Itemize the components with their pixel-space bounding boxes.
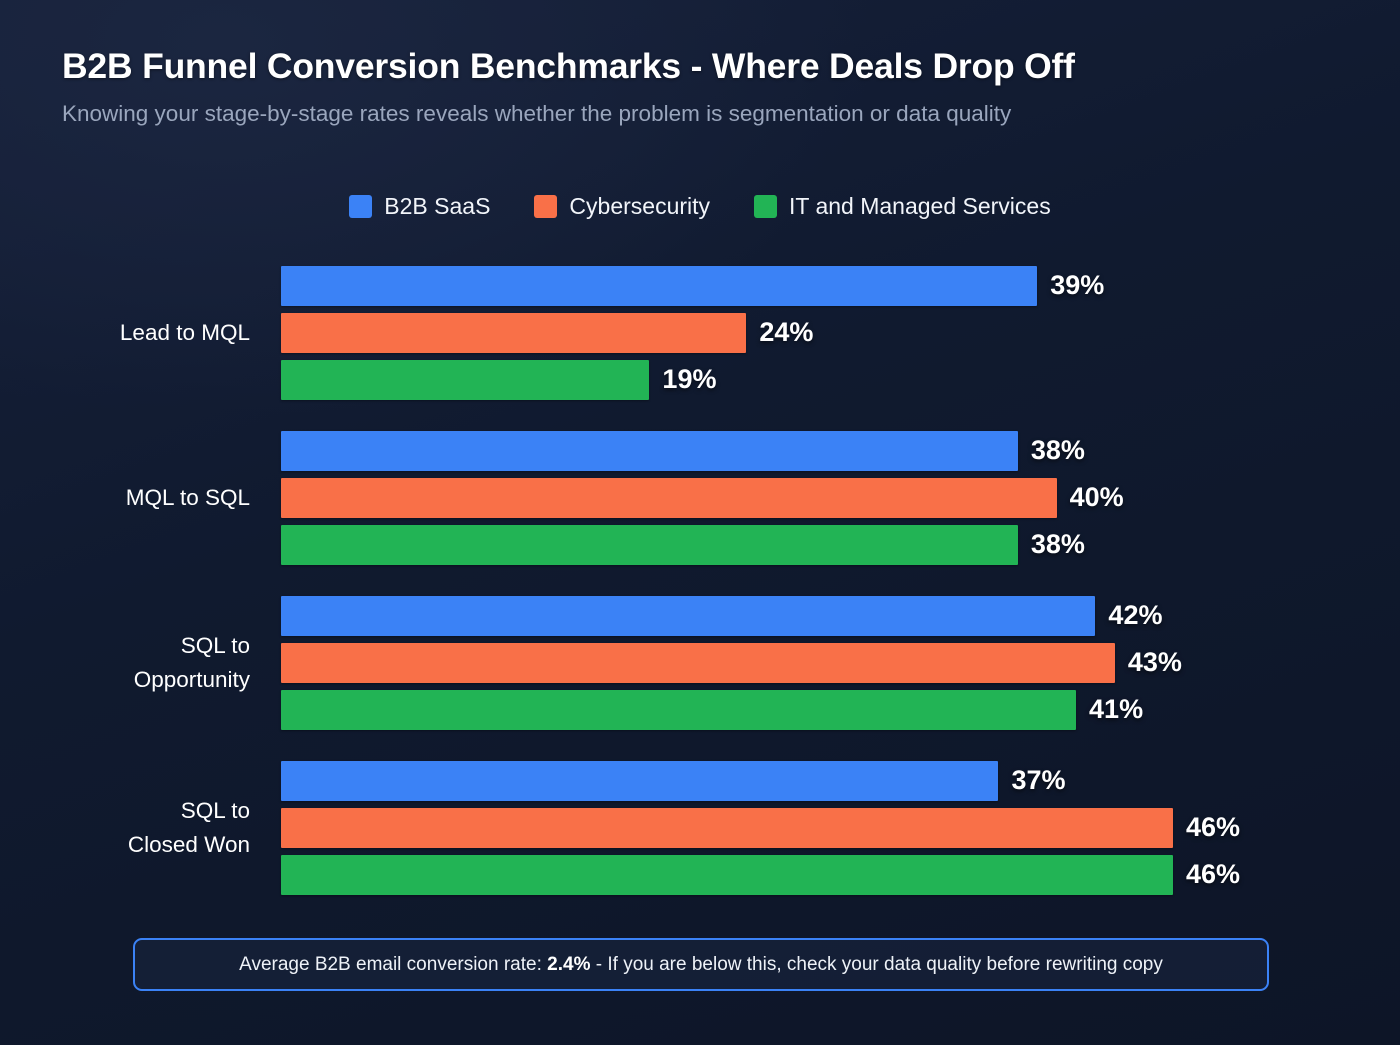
bar-group: Lead to MQL 39% 24% 19% <box>0 262 1400 403</box>
category-label: Lead to MQL <box>119 319 250 345</box>
bar[interactable] <box>281 807 1173 848</box>
bar[interactable] <box>281 689 1077 730</box>
bar[interactable] <box>281 312 747 353</box>
legend-item-label: IT and Managed Services <box>789 193 1051 219</box>
bar[interactable] <box>281 760 999 801</box>
footer-highlight-value: 2.4% <box>547 953 591 975</box>
bar-group: SQL to Closed Won 37% 46% 46% <box>0 757 1400 898</box>
bar-group: SQL to Opportunity 42% 43% 41% <box>0 592 1400 733</box>
bar-value-label: 19% <box>662 364 717 394</box>
bar[interactable] <box>281 477 1057 518</box>
bar-row[interactable]: 37% <box>281 760 1400 801</box>
bar-value-label: 24% <box>759 317 814 347</box>
bar-row[interactable]: 46% <box>281 807 1400 848</box>
bar-value-label: 43% <box>1127 647 1182 677</box>
bar-row-container: 39% 24% 19% <box>281 262 1400 403</box>
legend-item[interactable]: Cybersecurity <box>534 193 710 220</box>
category-label: MQL to SQL <box>125 484 250 510</box>
bar[interactable] <box>281 430 1018 471</box>
page-title: B2B Funnel Conversion Benchmarks - Where… <box>62 46 1075 86</box>
category-label: SQL to Closed Won <box>127 797 250 857</box>
bar-row[interactable]: 42% <box>281 595 1400 636</box>
bar-value-label: 39% <box>1050 270 1105 300</box>
bar-value-label: 38% <box>1030 435 1085 465</box>
chart-subtitle: Knowing your stage-by-stage rates reveal… <box>62 101 1012 126</box>
legend-item-label: B2B SaaS <box>384 193 491 219</box>
chart-header: B2B Funnel Conversion Benchmarks - Where… <box>62 46 1352 127</box>
bar-row[interactable]: 41% <box>281 689 1400 730</box>
bar-row[interactable]: 46% <box>281 854 1400 895</box>
bar[interactable] <box>281 524 1018 565</box>
bar-row[interactable]: 39% <box>281 265 1400 306</box>
bar-row[interactable]: 38% <box>281 430 1400 471</box>
legend-item-label: Cybersecurity <box>569 193 711 219</box>
legend-swatch-icon <box>754 195 778 218</box>
bar-row[interactable]: 38% <box>281 524 1400 565</box>
bar[interactable] <box>281 595 1096 636</box>
chart-legend: B2B SaaS Cybersecurity IT and Managed Serv… <box>0 193 1400 220</box>
bar-row[interactable]: 24% <box>281 312 1400 353</box>
bar-row-container: 38% 40% 38% <box>281 427 1400 568</box>
bar[interactable] <box>281 642 1115 683</box>
bar-value-label: 38% <box>1030 529 1085 559</box>
bar-row-container: 37% 46% 46% <box>281 757 1400 898</box>
bar-row[interactable]: 40% <box>281 477 1400 518</box>
bar-group: MQL to SQL 38% 40% 38% <box>0 427 1400 568</box>
chart-plot-area: Lead to MQL 39% 24% 19% MQL to SQL 38% 40% 38% S… <box>0 262 1400 917</box>
bar-value-label: 41% <box>1089 694 1144 724</box>
category-label: SQL to Opportunity <box>133 632 250 692</box>
bar-value-label: 46% <box>1186 812 1241 842</box>
bar[interactable] <box>281 854 1173 895</box>
bar-row-container: 42% 43% 41% <box>281 592 1400 733</box>
bar-value-label: 42% <box>1108 600 1163 630</box>
bar-value-label: 46% <box>1186 859 1241 889</box>
legend-item[interactable]: B2B SaaS <box>349 193 490 220</box>
legend-swatch-icon <box>534 195 558 218</box>
bar-row[interactable]: 19% <box>281 359 1400 400</box>
legend-item[interactable]: IT and Managed Services <box>754 193 1051 220</box>
bar-row[interactable]: 43% <box>281 642 1400 683</box>
bar-value-label: 37% <box>1011 765 1066 795</box>
footer-callout: Average B2B email conversion rate: 2.4% … <box>133 938 1269 991</box>
bar[interactable] <box>281 359 650 400</box>
footer-callout-text: Average B2B email conversion rate: 2.4% … <box>239 953 1163 975</box>
legend-swatch-icon <box>349 195 373 218</box>
bar[interactable] <box>281 265 1038 306</box>
bar-value-label: 40% <box>1069 482 1124 512</box>
